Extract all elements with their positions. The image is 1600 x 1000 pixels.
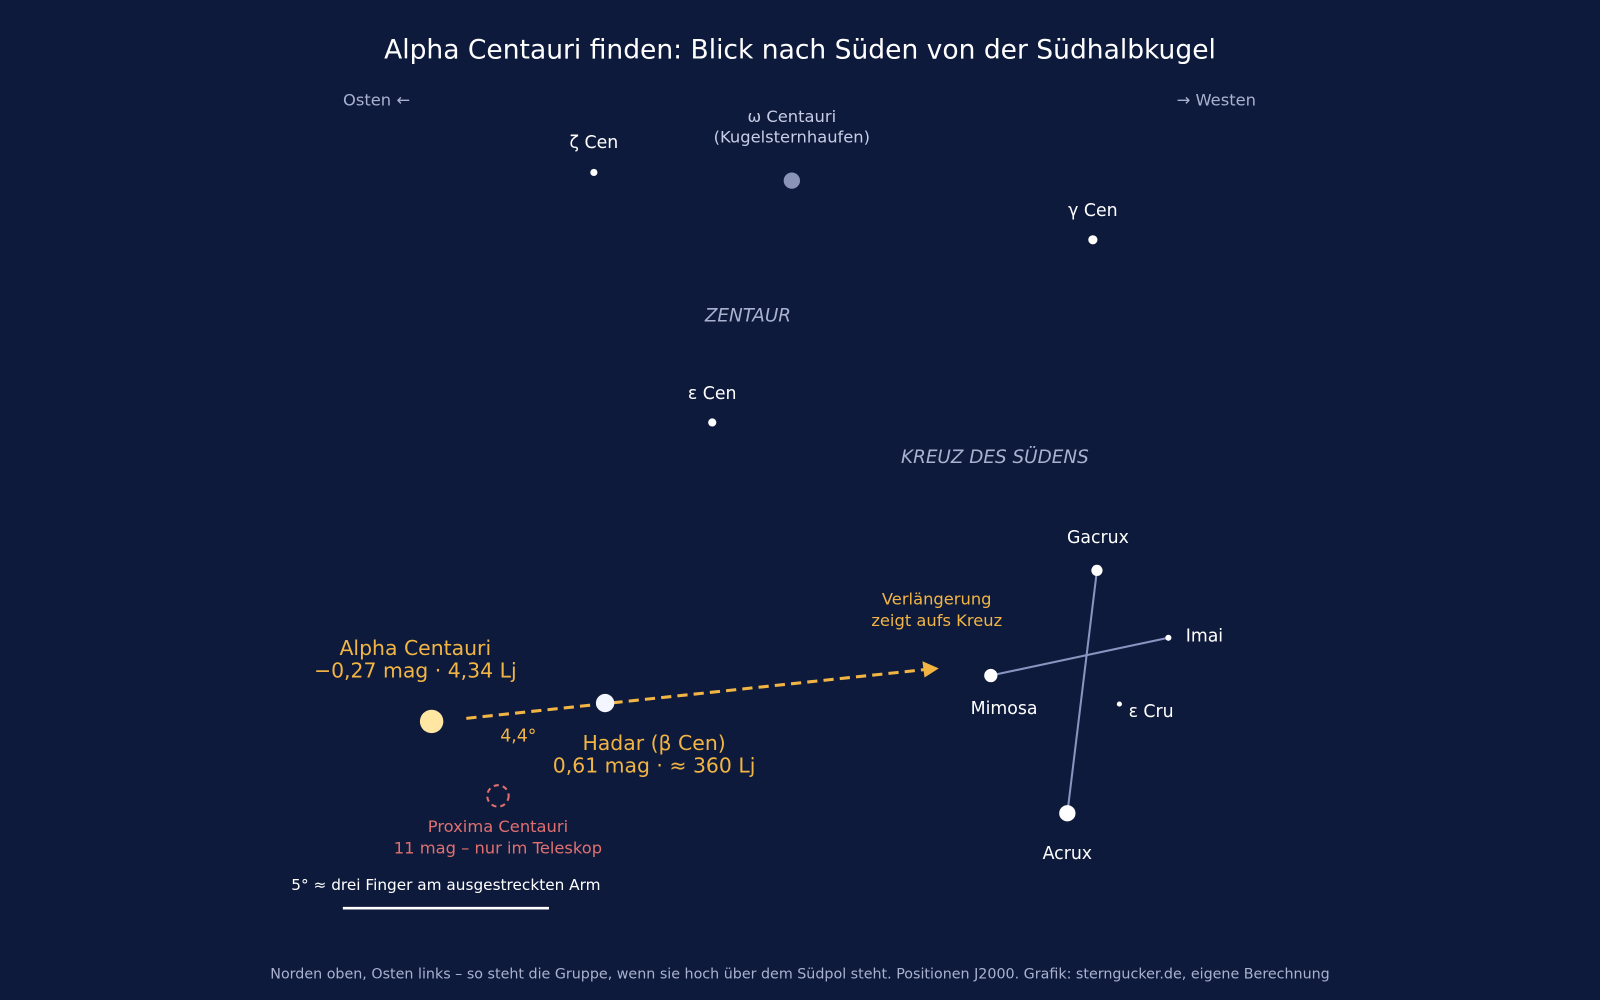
cluster — [783, 172, 800, 189]
star — [1165, 634, 1172, 641]
star-label: ζ Cen — [570, 133, 619, 153]
star — [595, 693, 615, 713]
scale-label: 5° ≈ drei Finger am ausgestreckten Arm — [291, 876, 600, 894]
constellation-label: KREUZ DES SÜDENS — [901, 446, 1089, 468]
star-note: 0,61 mag · ≈ 360 Lj — [553, 753, 756, 777]
star-label: Acrux — [1043, 844, 1092, 864]
star — [419, 709, 444, 734]
star-faint — [486, 784, 510, 808]
constellation-label: ZENTAUR — [704, 305, 791, 326]
star-note: −0,27 mag · 4,34 Lj — [314, 658, 517, 682]
star — [1059, 805, 1076, 822]
star-label: ε Cen — [688, 384, 737, 404]
star-label: Proxima Centauri — [428, 817, 568, 836]
title: Alpha Centauri finden: Blick nach Süden … — [384, 35, 1216, 66]
star-label: Imai — [1186, 627, 1223, 647]
star-label: ω Centauri — [748, 107, 837, 126]
separation-label: 4,4° — [500, 727, 536, 747]
star-label: Mimosa — [971, 699, 1038, 719]
star-note: 11 mag – nur im Teleskop — [394, 838, 602, 857]
star — [1088, 235, 1098, 245]
star-label: Hadar (β Cen) — [582, 731, 725, 755]
star-note: (Kugelsternhaufen) — [714, 127, 870, 146]
arrow-head — [922, 661, 939, 678]
star — [590, 168, 598, 177]
star — [1091, 564, 1103, 577]
star-label: ε Cru — [1129, 702, 1174, 722]
direction-west: → Westen — [1177, 91, 1256, 110]
star-label: Gacrux — [1067, 528, 1129, 548]
star-label: Alpha Centauri — [339, 636, 491, 660]
cross-line — [1066, 570, 1098, 814]
arrow-note: zeigt aufs Kreuz — [871, 611, 1002, 630]
arrow-note: Verlängerung — [882, 590, 992, 609]
star-label: γ Cen — [1068, 201, 1118, 221]
star — [1116, 701, 1122, 707]
star — [984, 668, 998, 683]
pointer-arrow — [466, 667, 927, 720]
cross-line — [990, 636, 1169, 677]
footer: Norden oben, Osten links – so steht die … — [270, 966, 1329, 982]
direction-east: Osten ← — [343, 91, 410, 110]
star — [708, 418, 717, 427]
